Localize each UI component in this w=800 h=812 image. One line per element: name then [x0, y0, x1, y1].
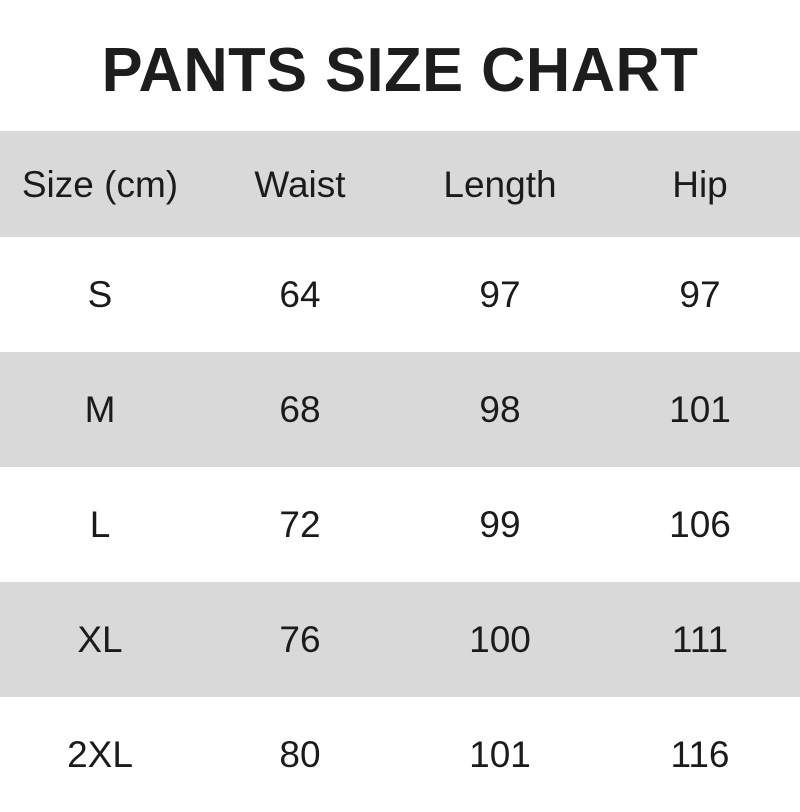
- column-header-waist: Waist: [200, 131, 400, 237]
- cell-length-value: 99: [479, 504, 521, 545]
- table-row: 2XL 80 101 116: [0, 697, 800, 812]
- cell-hip-value: 106: [669, 504, 731, 545]
- cell-hip: 111: [600, 582, 800, 697]
- table-body: S 64 97 97 M 68 98: [0, 237, 800, 812]
- cell-hip: 106: [600, 467, 800, 582]
- cell-waist: 76: [200, 582, 400, 697]
- column-header-size: Size (cm): [0, 131, 200, 237]
- cell-size-value: L: [89, 504, 111, 545]
- cell-size: XL: [0, 582, 200, 697]
- cell-size-value: M: [84, 389, 116, 430]
- cell-waist-value: 72: [279, 504, 321, 545]
- cell-length: 99: [400, 467, 600, 582]
- table-row: M 68 98 101: [0, 352, 800, 467]
- cell-size: M: [0, 352, 200, 467]
- cell-length-value: 101: [469, 734, 531, 775]
- cell-length: 101: [400, 697, 600, 812]
- cell-waist-value: 68: [279, 389, 321, 430]
- cell-size-value: XL: [77, 619, 123, 660]
- cell-length: 97: [400, 237, 600, 352]
- cell-hip-value: 101: [669, 389, 731, 430]
- page-title: PANTS SIZE CHART: [101, 36, 699, 105]
- cell-hip-value: 97: [679, 274, 721, 315]
- cell-length-value: 100: [469, 619, 531, 660]
- column-header-hip: Hip: [600, 131, 800, 237]
- table-row: L 72 99 106: [0, 467, 800, 582]
- table-header: Size (cm) Waist Length Hip: [0, 131, 800, 237]
- cell-size: 2XL: [0, 697, 200, 812]
- column-header-hip-label: Hip: [672, 163, 728, 205]
- cell-hip-value: 116: [670, 734, 730, 775]
- cell-size: S: [0, 237, 200, 352]
- cell-waist: 80: [200, 697, 400, 812]
- column-header-length-label: Length: [443, 163, 557, 205]
- size-chart-table: Size (cm) Waist Length Hip S 64: [0, 131, 800, 812]
- column-header-length: Length: [400, 131, 600, 237]
- table-header-row: Size (cm) Waist Length Hip: [0, 131, 800, 237]
- cell-waist-value: 76: [279, 619, 321, 660]
- cell-waist-value: 64: [279, 274, 321, 315]
- cell-hip: 97: [600, 237, 800, 352]
- cell-waist: 72: [200, 467, 400, 582]
- cell-size-value: S: [87, 274, 113, 315]
- cell-length: 100: [400, 582, 600, 697]
- cell-length-value: 98: [479, 389, 521, 430]
- column-header-waist-label: Waist: [254, 163, 346, 205]
- cell-size-value: 2XL: [67, 734, 133, 775]
- cell-size: L: [0, 467, 200, 582]
- cell-length: 98: [400, 352, 600, 467]
- column-header-size-label: Size (cm): [21, 163, 179, 205]
- cell-hip: 116: [600, 697, 800, 812]
- cell-waist-value: 80: [279, 734, 321, 775]
- cell-waist: 68: [200, 352, 400, 467]
- cell-length-value: 97: [479, 274, 521, 315]
- table-row: XL 76 100 111: [0, 582, 800, 697]
- cell-hip-value: 111: [671, 619, 729, 660]
- table-row: S 64 97 97: [0, 237, 800, 352]
- cell-hip: 101: [600, 352, 800, 467]
- cell-waist: 64: [200, 237, 400, 352]
